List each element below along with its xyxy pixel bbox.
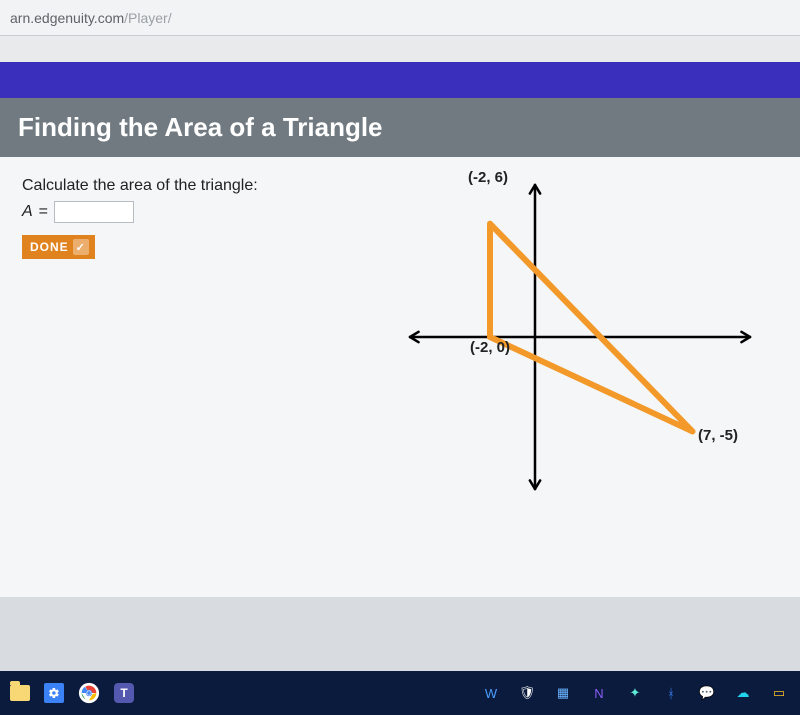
vertex-label-2: (-2, 0) xyxy=(470,339,510,356)
teams-icon[interactable]: T xyxy=(114,683,134,703)
browser-address-bar: arn.edgenuity.com/Player/ xyxy=(0,0,800,36)
page-body: Finding the Area of a Triangle Calculate… xyxy=(0,36,800,597)
graph-svg xyxy=(400,167,760,507)
app-icon-2[interactable]: N xyxy=(588,682,610,704)
answer-input[interactable] xyxy=(54,201,134,223)
bluetooth-icon[interactable]: ᚼ xyxy=(660,682,682,704)
purple-banner xyxy=(0,62,800,98)
url-path: /Player/ xyxy=(124,10,171,26)
lesson-header: Finding the Area of a Triangle xyxy=(0,98,800,157)
taskbar-left: T xyxy=(10,682,134,704)
chat-icon[interactable]: 💬 xyxy=(696,682,718,704)
coordinate-graph: (-2, 6) (-2, 0) (7, -5) xyxy=(400,167,760,507)
lesson-title: Finding the Area of a Triangle xyxy=(18,112,782,143)
done-button[interactable]: DONE ✓ xyxy=(22,235,95,259)
settings-icon[interactable] xyxy=(44,683,64,703)
app-icon-1[interactable]: ▦ xyxy=(552,682,574,704)
check-icon: ✓ xyxy=(73,239,89,255)
display-icon[interactable]: ▭ xyxy=(768,682,790,704)
security-icon[interactable]: 🛡 xyxy=(516,682,538,704)
variable-label: A xyxy=(22,203,33,221)
equals-sign: = xyxy=(39,203,48,221)
chrome-icon[interactable] xyxy=(78,682,100,704)
word-icon[interactable]: W xyxy=(480,682,502,704)
vertex-label-3: (7, -5) xyxy=(698,427,738,444)
url-text: arn.edgenuity.com/Player/ xyxy=(10,10,172,26)
url-host: arn.edgenuity.com xyxy=(10,10,124,26)
content-area: Calculate the area of the triangle: A = … xyxy=(0,157,800,597)
taskbar: T W 🛡 ▦ N ✦ ᚼ 💬 ☁ ▭ xyxy=(0,671,800,715)
vertex-label-1: (-2, 6) xyxy=(468,169,508,186)
app-icon-3[interactable]: ✦ xyxy=(624,682,646,704)
done-label: DONE xyxy=(30,240,69,254)
file-explorer-icon[interactable] xyxy=(10,685,30,701)
cloud-icon[interactable]: ☁ xyxy=(732,682,754,704)
taskbar-right: W 🛡 ▦ N ✦ ᚼ 💬 ☁ ▭ xyxy=(480,682,790,704)
